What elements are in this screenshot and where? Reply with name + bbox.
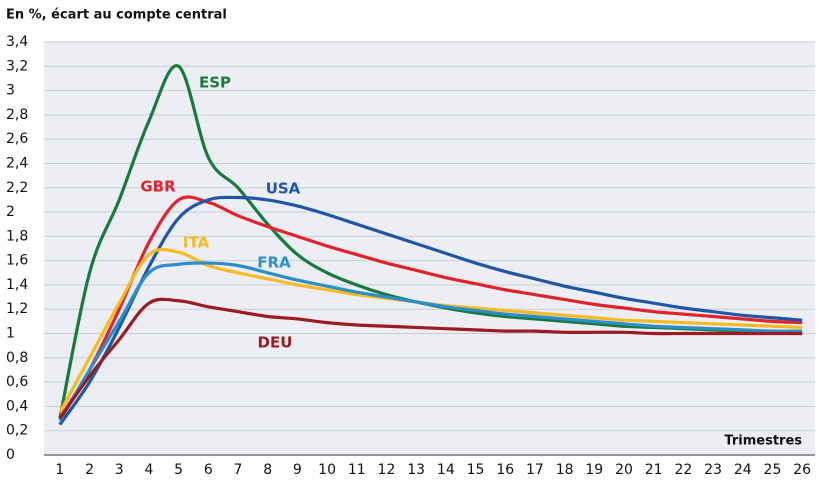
y-tick-label: 1 xyxy=(6,326,15,342)
series-line xyxy=(58,297,803,420)
x-tick-label: 24 xyxy=(734,462,752,478)
x-tick-label: 23 xyxy=(704,462,722,478)
y-tick-label: 1,8 xyxy=(6,228,28,244)
x-tick-label: 15 xyxy=(467,462,485,478)
y-tick-label: 0,4 xyxy=(6,398,28,414)
y-tick-label: 3,2 xyxy=(6,58,28,74)
y-tick-label: 0,8 xyxy=(6,350,28,366)
series-line xyxy=(58,195,803,420)
y-tick-label: 2,6 xyxy=(6,131,28,147)
y-tick-label: 2,8 xyxy=(6,107,28,123)
x-tick-label: 14 xyxy=(437,462,455,478)
y-tick-label: 2,4 xyxy=(6,155,28,171)
y-tick-label: 1,2 xyxy=(6,301,28,317)
y-tick-label: 0,6 xyxy=(6,374,28,390)
series-label: GBR xyxy=(140,178,176,196)
x-tick-label: 26 xyxy=(793,462,811,478)
x-tick-label: 5 xyxy=(174,462,183,478)
x-tick-label: 7 xyxy=(234,462,243,478)
series-line xyxy=(58,195,803,426)
y-tick-label: 2 xyxy=(6,204,15,220)
x-axis-label: Trimestres xyxy=(724,434,802,449)
x-tick-label: 11 xyxy=(348,462,366,478)
series-label: USA xyxy=(266,180,301,198)
series-label: FRA xyxy=(257,254,291,272)
x-tick-label: 9 xyxy=(293,462,302,478)
x-tick-label: 10 xyxy=(318,462,336,478)
x-tick-label: 2 xyxy=(85,462,94,478)
series-label: DEU xyxy=(258,334,293,352)
y-tick-label: 1,4 xyxy=(6,277,28,293)
series-label: ESP xyxy=(199,74,231,92)
y-tick-label: 0 xyxy=(6,447,15,463)
x-tick-label: 20 xyxy=(615,462,633,478)
x-tick-label: 18 xyxy=(556,462,574,478)
y-tick-label: 1,6 xyxy=(6,253,28,269)
y-tick-label: 0,2 xyxy=(6,423,28,439)
series-line xyxy=(58,261,803,422)
x-tick-label: 3 xyxy=(115,462,124,478)
x-tick-label: 8 xyxy=(263,462,272,478)
chart-title: En %, écart au compte central xyxy=(6,8,227,23)
y-tick-label: 3,4 xyxy=(6,34,28,50)
x-tick-label: 1 xyxy=(55,462,64,478)
x-tick-label: 21 xyxy=(645,462,663,478)
y-tick-label: 2,2 xyxy=(6,180,28,196)
x-tick-label: 13 xyxy=(407,462,425,478)
x-tick-label: 17 xyxy=(526,462,544,478)
x-tick-label: 16 xyxy=(496,462,514,478)
x-tick-label: 22 xyxy=(674,462,692,478)
y-tick-label: 3 xyxy=(6,83,15,99)
x-tick-label: 6 xyxy=(204,462,213,478)
x-tick-label: 4 xyxy=(144,462,153,478)
x-tick-label: 25 xyxy=(764,462,782,478)
series-label: ITA xyxy=(183,234,210,252)
x-tick-label: 19 xyxy=(585,462,603,478)
x-tick-label: 12 xyxy=(378,462,396,478)
